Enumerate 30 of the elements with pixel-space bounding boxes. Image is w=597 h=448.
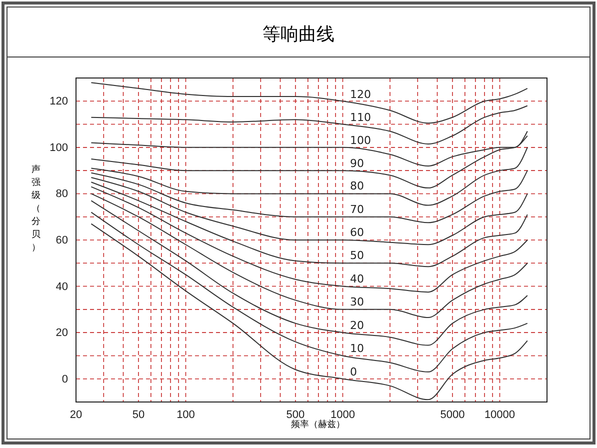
- y-tick-label: 20: [56, 327, 68, 340]
- series-label: 120: [350, 88, 371, 101]
- y-tick-label: 40: [56, 280, 68, 293]
- series-label: 40: [350, 272, 364, 286]
- y-tick-label: 80: [56, 188, 68, 200]
- series-label: 70: [350, 202, 364, 216]
- series-label: 110: [350, 110, 371, 124]
- series-label: 80: [350, 180, 364, 193]
- y-tick-label: 0: [62, 373, 68, 386]
- series-label: 0: [350, 365, 357, 378]
- x-tick-label: 5000: [440, 408, 465, 421]
- x-axis-title: 频率（赫兹）: [291, 419, 345, 430]
- series-label: 90: [350, 156, 364, 170]
- series-label: 10: [350, 342, 364, 356]
- x-tick-label: 100: [176, 408, 195, 421]
- y-tick-label: 100: [50, 142, 68, 154]
- chart-title: 等响曲线: [262, 24, 334, 45]
- series-label: 50: [350, 249, 364, 262]
- x-tick-label: 20: [70, 408, 82, 421]
- y-tick-label: 120: [50, 96, 68, 108]
- y-tick-label: 60: [56, 234, 68, 247]
- x-tick-label: 1000: [330, 408, 355, 421]
- series-label: 20: [350, 318, 364, 332]
- y-axis-title: 声强级（分贝）: [32, 164, 40, 253]
- x-tick-label: 500: [286, 408, 305, 421]
- x-tick-label: 50: [132, 408, 145, 421]
- series-label: 100: [350, 134, 371, 147]
- series-label: 30: [350, 295, 364, 308]
- x-tick-label: 10000: [484, 408, 516, 421]
- series-label: 60: [350, 226, 364, 240]
